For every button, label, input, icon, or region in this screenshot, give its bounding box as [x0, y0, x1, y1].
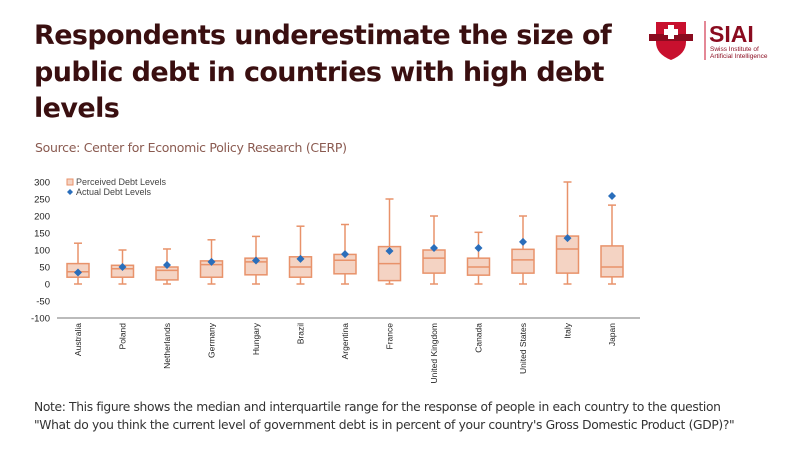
- y-tick-label: 100: [34, 246, 50, 257]
- box-argentina: [333, 223, 357, 285]
- box-hungary: [244, 235, 268, 285]
- x-category-label: Canada: [474, 323, 484, 353]
- actual-debt-marker: [163, 260, 171, 269]
- swiss-cross-h: [664, 29, 678, 35]
- logo-subtitle-1: Swiss Institute of: [710, 46, 759, 53]
- source-text: Source: Center for Economic Policy Resea…: [35, 140, 347, 155]
- note-text: Note: This figure shows the median and i…: [34, 398, 735, 434]
- y-tick-label: 50: [39, 263, 50, 274]
- y-tick-label: 0: [45, 280, 50, 291]
- legend: Perceived Debt Levels Actual Debt Levels: [66, 177, 167, 197]
- box-netherlands: [155, 248, 179, 285]
- iqr-box: [422, 249, 446, 274]
- x-category-label: Japan: [607, 323, 617, 346]
- iqr-box: [511, 248, 535, 274]
- x-category-label: Netherlands: [162, 323, 172, 369]
- box-canada: [466, 231, 491, 285]
- box-france: [377, 198, 402, 285]
- y-tick-label: 150: [34, 229, 50, 240]
- actual-debt-marker: [207, 257, 216, 266]
- x-category-label: United States: [518, 323, 528, 374]
- x-category-label: Hungary: [251, 322, 261, 355]
- box-united-states: [511, 215, 535, 285]
- actual-debt-marker: [474, 243, 483, 252]
- x-category-label: Brazil: [296, 323, 306, 344]
- legend-actual-label: Actual Debt Levels: [76, 187, 152, 197]
- y-tick-label: 200: [34, 212, 50, 223]
- y-tick-label: 300: [34, 178, 50, 189]
- actual-debt-marker: [296, 254, 305, 263]
- actual-debt-marker: [608, 191, 616, 200]
- siai-logo: SIAI Swiss Institute of Artificial Intel…: [649, 21, 768, 60]
- legend-perceived-swatch: [66, 178, 74, 186]
- actual-debt-marker: [430, 243, 438, 252]
- box-germany: [199, 239, 224, 285]
- x-category-label: Italy: [563, 322, 573, 338]
- y-tick-label: 250: [34, 195, 50, 206]
- note-line-1: Note: This figure shows the median and i…: [34, 400, 721, 414]
- iqr-box: [600, 245, 624, 278]
- actual-debt-marker: [252, 256, 260, 265]
- box-united-kingdom: [422, 215, 446, 285]
- x-category-label: Argentina: [340, 323, 350, 360]
- y-axis: 300 250 200 150 100 50 0 -50 -100: [31, 178, 50, 325]
- box-japan: [600, 191, 624, 285]
- x-category-label: Australia: [73, 323, 83, 356]
- legend-actual-marker: [67, 189, 73, 195]
- x-category-label: Poland: [118, 323, 128, 350]
- box-poland: [110, 249, 135, 285]
- note-line-2: "What do you think the current level of …: [34, 418, 735, 432]
- legend-perceived-label: Perceived Debt Levels: [76, 177, 167, 187]
- y-tick-label: -100: [31, 314, 50, 325]
- actual-debt-marker: [74, 268, 82, 277]
- actual-debt-marker: [118, 263, 127, 271]
- box-australia: [66, 242, 90, 285]
- box-brazil: [288, 225, 313, 285]
- box-plot-chart: 300 250 200 150 100 50 0 -50 -100 Perceived Debt…: [31, 177, 640, 383]
- y-tick-label: -50: [36, 297, 50, 308]
- actual-debt-marker: [563, 234, 572, 243]
- box-italy: [555, 181, 580, 285]
- logo-name: SIAI: [709, 21, 754, 47]
- x-category-label: United Kingdom: [429, 323, 439, 383]
- x-category-label: France: [385, 323, 395, 350]
- actual-debt-marker: [385, 247, 394, 256]
- chart-title: Respondents underestimate the size of pu…: [34, 20, 612, 124]
- actual-debt-marker: [341, 250, 349, 259]
- logo-subtitle-2: Artificial Intelligence: [710, 53, 768, 60]
- actual-debt-marker: [519, 237, 527, 246]
- x-category-label: Germany: [207, 322, 217, 358]
